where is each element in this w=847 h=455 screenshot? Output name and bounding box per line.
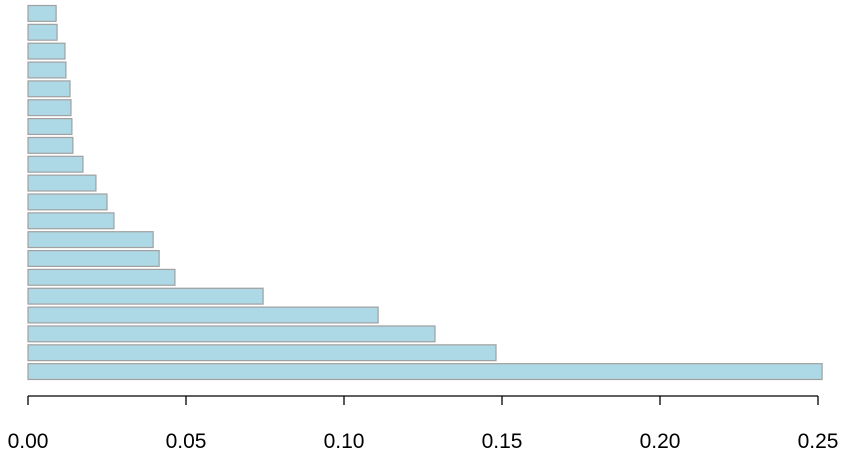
bar (27, 231, 154, 249)
bar (27, 212, 115, 230)
x-tick-label: 0.10 (324, 430, 365, 453)
bar (27, 155, 84, 173)
bar (27, 80, 71, 98)
bar (27, 99, 72, 117)
bar (27, 249, 160, 267)
x-tick-label: 0.20 (640, 430, 681, 453)
bar (27, 23, 58, 41)
bar (27, 344, 497, 362)
bar (27, 174, 97, 192)
bar (27, 118, 73, 136)
bar (27, 325, 436, 343)
bar (27, 287, 264, 305)
bar (27, 306, 379, 324)
x-tick-label: 0.05 (166, 430, 207, 453)
x-tick-label: 0.00 (8, 430, 49, 453)
bar (27, 363, 823, 381)
bar (27, 193, 108, 211)
bar (27, 268, 176, 286)
bar (27, 42, 66, 60)
bar (27, 4, 57, 22)
bar (27, 61, 67, 79)
bar (27, 136, 74, 154)
x-tick-label: 0.25 (798, 430, 839, 453)
x-tick-label: 0.15 (482, 430, 523, 453)
